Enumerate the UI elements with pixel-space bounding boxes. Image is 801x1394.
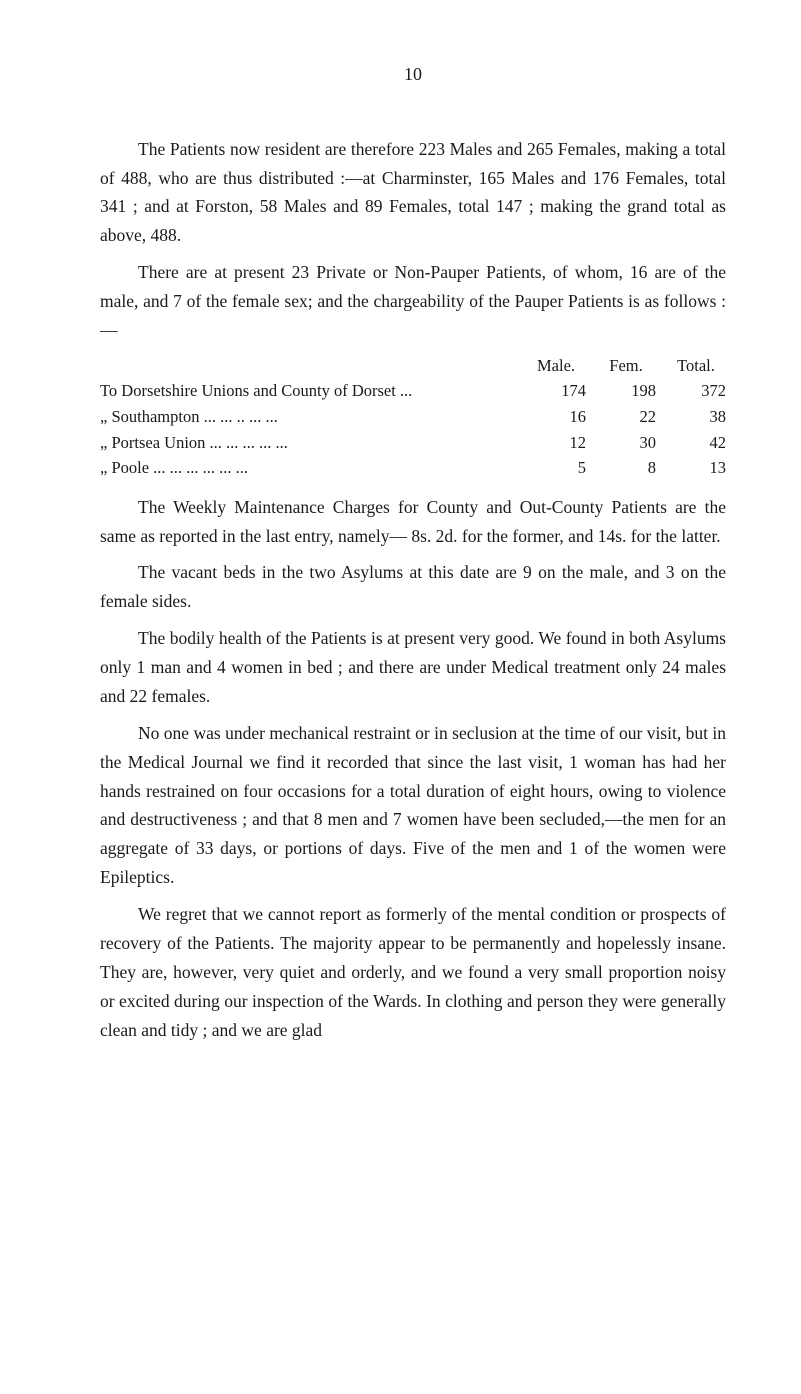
table-cell-male: 174 bbox=[516, 378, 586, 404]
table-row: To Dorsetshire Unions and County of Dors… bbox=[100, 378, 726, 404]
table-cell-fem: 22 bbox=[586, 404, 656, 430]
table-cell-total: 372 bbox=[656, 378, 726, 404]
paragraph-5: The bodily health of the Patients is at … bbox=[100, 624, 726, 711]
chargeability-table: . Male. Fem. Total. To Dorsetshire Union… bbox=[100, 353, 726, 481]
table-cell-male: 16 bbox=[516, 404, 586, 430]
table-cell-male: 12 bbox=[516, 430, 586, 456]
table-row: „ Poole ... ... ... ... ... ... 5 8 13 bbox=[100, 455, 726, 481]
table-row-label: „ Poole ... ... ... ... ... ... bbox=[100, 455, 516, 481]
paragraph-2: There are at present 23 Private or Non-P… bbox=[100, 258, 726, 345]
document-page: 10 The Patients now resident are therefo… bbox=[0, 0, 801, 1112]
paragraph-3: The Weekly Maintenance Charges for Count… bbox=[100, 493, 726, 551]
table-row-label: „ Portsea Union ... ... ... ... ... bbox=[100, 430, 516, 456]
page-number: 10 bbox=[100, 60, 726, 90]
table-cell-fem: 8 bbox=[586, 455, 656, 481]
table-cell-total: 38 bbox=[656, 404, 726, 430]
paragraph-7: We regret that we cannot report as forme… bbox=[100, 900, 726, 1044]
table-cell-total: 42 bbox=[656, 430, 726, 456]
paragraph-6: No one was under mechanical restraint or… bbox=[100, 719, 726, 892]
table-row-label: „ Southampton ... ... .. ... ... bbox=[100, 404, 516, 430]
table-header-male: Male. bbox=[516, 353, 586, 379]
table-cell-male: 5 bbox=[516, 455, 586, 481]
table-cell-total: 13 bbox=[656, 455, 726, 481]
table-row-label: To Dorsetshire Unions and County of Dors… bbox=[100, 378, 516, 404]
table-header-row: . Male. Fem. Total. bbox=[100, 353, 726, 379]
table-row: „ Southampton ... ... .. ... ... 16 22 3… bbox=[100, 404, 726, 430]
table-header-total: Total. bbox=[656, 353, 726, 379]
table-cell-fem: 30 bbox=[586, 430, 656, 456]
paragraph-4: The vacant beds in the two Asylums at th… bbox=[100, 558, 726, 616]
paragraph-1: The Patients now resident are therefore … bbox=[100, 135, 726, 251]
table-row: „ Portsea Union ... ... ... ... ... 12 3… bbox=[100, 430, 726, 456]
table-cell-fem: 198 bbox=[586, 378, 656, 404]
table-header-fem: Fem. bbox=[586, 353, 656, 379]
